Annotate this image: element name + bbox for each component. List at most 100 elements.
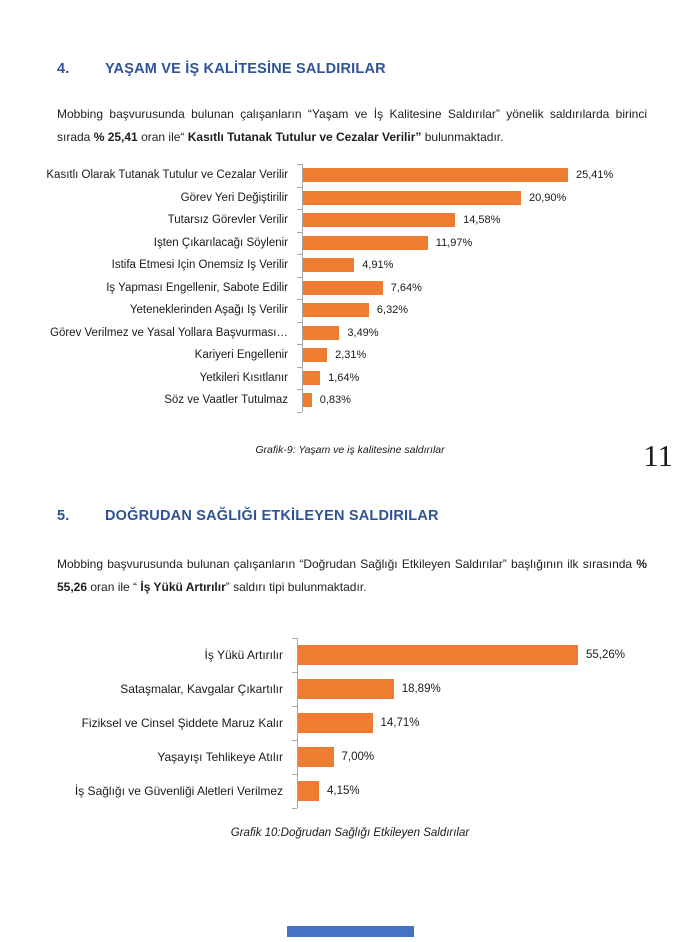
axis-tick — [297, 164, 302, 165]
section-5-heading: 5. DOĞRUDAN SAĞLIĞI ETKİLEYEN SALDIRILAR — [57, 508, 647, 524]
category-label: İş Sağlığı ve Güvenliği Aletleri Verilme… — [74, 784, 283, 798]
bar — [303, 280, 383, 295]
bar — [303, 190, 521, 205]
category-label: Tutarsız Görevler Verilir — [167, 214, 288, 227]
section-4-heading: 4. YAŞAM VE İŞ KALİTESİNE SALDIRILAR — [57, 61, 647, 77]
chart-row: Yeteneklerinden Aşağı İş Verilir 6,32% — [25, 299, 665, 322]
chart-row: İş Yükü Artırılır 55,26% — [60, 638, 660, 672]
category-label: Sataşmalar, Kavgalar Çıkartılır — [120, 682, 283, 696]
axis-tick — [292, 774, 297, 775]
category-label: Söz ve Vaatler Tutulmaz — [164, 394, 288, 407]
chart-row: Kasıtlı Olarak Tutanak Tutulur ve Cezala… — [25, 164, 665, 187]
footer-bar — [287, 926, 414, 937]
axis-tick — [297, 299, 302, 300]
text-run: Mobbing başvurusunda bulunan çalışanları… — [57, 557, 637, 571]
category-label: Görev Yeri Değiştirilir — [180, 191, 288, 204]
chart-row: İstifa Etmesi İçin Önemsiz İş Verilir 4,9… — [25, 254, 665, 277]
value-label: 11,97% — [435, 236, 473, 249]
value-label: 6,32% — [376, 304, 409, 317]
text-run: Mobbing başvurusunda bulunan çalışanları… — [57, 107, 647, 144]
value-label: 14,58% — [463, 214, 501, 227]
bar — [303, 213, 456, 228]
bar-area: 7,64% — [302, 276, 665, 299]
chart-10-caption: Grafik 10:Doğrudan Sağlığı Etkileyen Sal… — [230, 827, 470, 839]
chart-row: Söz ve Vaatler Tutulmaz 0,83% — [25, 389, 665, 412]
axis-tick — [297, 321, 302, 323]
bar-area: 0,83% — [302, 389, 665, 412]
category-label: Yetkileri Kısıtlanır — [199, 371, 288, 384]
value-label: 7,64% — [390, 281, 422, 294]
bar — [298, 713, 373, 733]
bar-area: 7,00% — [297, 740, 660, 774]
value-label: 20,90% — [529, 191, 567, 204]
value-label: 0,83% — [319, 394, 351, 407]
chart-row: Fiziksel ve Cinsel Şiddete Maruz Kalır 14… — [60, 706, 660, 740]
page-number: 11 — [643, 438, 673, 473]
chart-row: Görev Yeri Değiştirilir 20,90% — [25, 186, 665, 209]
bar — [303, 393, 312, 408]
chart-row: Yaşayışı Tehlikeye Atılır 7,00% — [60, 740, 660, 774]
bar-area: 6,32% — [302, 299, 665, 322]
axis-tick — [292, 672, 297, 673]
bar — [303, 168, 568, 183]
bar-area: 55,26% — [297, 638, 660, 672]
category-label: Kariyeri Engellenir — [194, 349, 288, 362]
chart-grafik-9: Kasıtlı Olarak Tutanak Tutulur ve Cezala… — [25, 164, 665, 413]
value-label: 7,00% — [341, 751, 375, 763]
category-label: İstifa Etmesi İçin Önemsiz İş Verilir — [111, 259, 288, 272]
section-4-title: YAŞAM VE İŞ KALİTESİNE SALDIRILAR — [105, 61, 386, 77]
axis-tick — [297, 389, 302, 390]
chart-row: Sataşmalar, Kavgalar Çıkartılır 18,89% — [60, 672, 660, 706]
bar-area: 4,91% — [302, 254, 665, 277]
section-4-number: 4. — [57, 61, 70, 77]
category-label: Fiziksel ve Cinsel Şiddete Maruz Kalır — [81, 716, 283, 730]
text-run: oran ile “ — [87, 579, 141, 594]
bar — [298, 747, 334, 767]
value-label: 3,49% — [347, 326, 379, 339]
section-5-title: DOĞRUDAN SAĞLIĞI ETKİLEYEN SALDIRILAR — [105, 508, 439, 524]
value-label: 14,71% — [380, 717, 420, 729]
bar-area: 2,31% — [302, 344, 665, 367]
chart-row: İş Yapması Engellenir, Sabote Edilir 7,64… — [25, 276, 665, 299]
value-label: 4,91% — [362, 259, 394, 272]
value-label: 4,15% — [327, 785, 360, 797]
text-run: % 55,26 — [57, 557, 647, 594]
category-label: İş Yapması Engellenir, Sabote Edilir — [106, 281, 288, 294]
value-label: 55,26% — [586, 649, 626, 661]
chart-row: Yetkileri Kısıtlanır 1,64% — [25, 366, 665, 389]
category-label: Yeteneklerinden Aşağı İş Verilir — [129, 304, 288, 317]
text-run: % 25,41 — [93, 129, 138, 144]
bar — [303, 370, 321, 385]
text-run: Kasıtlı Tutanak Tutulur ve Cezalar Veril… — [187, 129, 422, 144]
category-label: İş Yükü Artırılır — [204, 648, 283, 662]
chart-row: Tutarsız Görevler Verilir 14,58% — [25, 209, 665, 232]
chart-rows: İş Yükü Artırılır 55,26% Sataşmalar, Kavga… — [60, 638, 660, 809]
axis-tick — [297, 366, 302, 368]
text-run: ” saldırı tipi bulunmaktadır. — [225, 579, 367, 594]
axis-tick — [297, 276, 302, 278]
bar-area: 18,89% — [297, 672, 660, 706]
axis-tick — [297, 186, 302, 188]
axis-tick — [297, 231, 302, 233]
bar-area: 14,58% — [302, 209, 665, 232]
value-label: 18,89% — [401, 683, 441, 695]
bar-area: 25,41% — [302, 164, 665, 187]
bar-area: 4,15% — [297, 774, 660, 808]
bar — [303, 235, 428, 250]
chart-9-caption: Grafik-9: Yaşam ve iş kalitesine saldırı… — [255, 444, 445, 456]
bar — [303, 303, 369, 318]
bar — [298, 781, 319, 801]
section-4-paragraph: Mobbing başvurusunda bulunan çalışanları… — [57, 103, 647, 149]
category-label: İşten Çıkarılacağı Söylenir — [153, 236, 288, 249]
chart-rows: Kasıtlı Olarak Tutanak Tutulur ve Cezala… — [25, 164, 665, 413]
bar — [303, 348, 328, 363]
value-label: 25,41% — [576, 169, 614, 182]
chart-grafik-10: İş Yükü Artırılır 55,26% Sataşmalar, Kavga… — [60, 638, 660, 809]
chart-row: İşten Çıkarılacağı Söylenir 11,97% — [25, 231, 665, 254]
bar-area: 14,71% — [297, 706, 660, 740]
axis-tick — [297, 209, 302, 210]
section-5-number: 5. — [57, 508, 70, 524]
chart-row: Görev Verilmez ve Yasal Yollara Başvurma… — [25, 321, 665, 344]
value-label: 2,31% — [335, 349, 367, 362]
